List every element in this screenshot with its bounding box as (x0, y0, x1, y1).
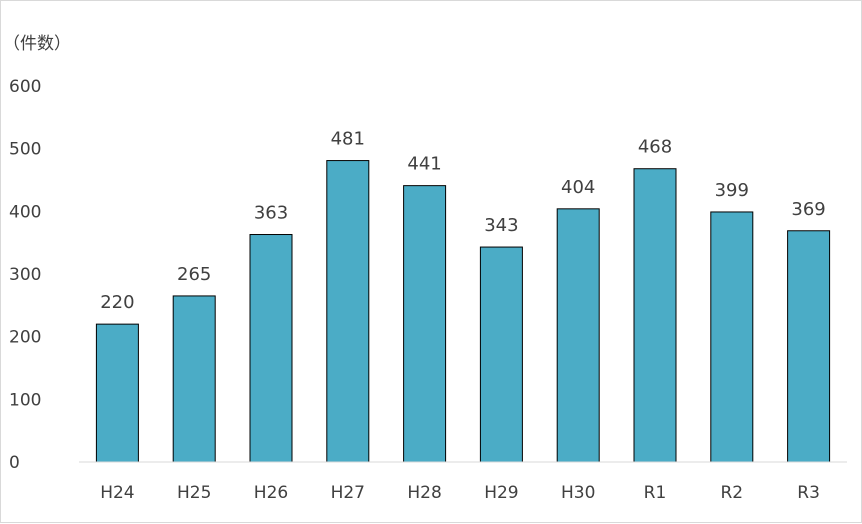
y-tick-label: 0 (9, 453, 20, 473)
y-axis-unit-label: （件数） (3, 34, 71, 54)
bar (326, 160, 370, 463)
bar (787, 230, 831, 463)
x-tick-label: H24 (100, 483, 134, 503)
x-tick-label: R1 (644, 483, 667, 503)
x-axis: H24 H25 H26 H27 H28 H29 H30 R1 R2 R3 (100, 483, 820, 503)
data-label: 363 (254, 203, 288, 224)
x-tick-label: H25 (177, 483, 211, 503)
x-tick-label: H28 (407, 483, 441, 503)
x-tick-label: H30 (561, 483, 595, 503)
bar (710, 211, 754, 463)
bars-group (95, 160, 831, 463)
y-tick-label: 400 (9, 202, 41, 222)
y-tick-label: 200 (9, 328, 41, 348)
data-label: 220 (100, 292, 134, 313)
data-label: 468 (638, 137, 672, 158)
data-label: 343 (484, 215, 518, 236)
y-tick-label: 500 (9, 140, 41, 160)
data-label: 481 (331, 129, 365, 150)
bar (633, 168, 677, 463)
y-tick-label: 300 (9, 265, 41, 285)
data-label: 441 (407, 154, 441, 175)
bar (479, 246, 523, 463)
data-label: 404 (561, 177, 595, 198)
bar (249, 234, 293, 463)
y-axis: 0 100 200 300 400 500 600 (9, 77, 41, 473)
y-tick-label: 100 (9, 390, 41, 410)
x-tick-label: H26 (254, 483, 288, 503)
data-label: 369 (791, 199, 825, 220)
data-label: 265 (177, 264, 211, 285)
bar (95, 323, 139, 463)
data-label: 399 (715, 180, 749, 201)
x-tick-label: R3 (797, 483, 820, 503)
x-tick-label: H27 (331, 483, 365, 503)
data-labels-group: 220 265 363 481 441 343 404 468 399 369 (100, 129, 826, 314)
bar (172, 295, 216, 463)
x-tick-label: H29 (484, 483, 518, 503)
x-tick-label: R2 (720, 483, 743, 503)
bar (556, 208, 600, 463)
y-tick-label: 600 (9, 77, 41, 97)
bar (403, 185, 447, 463)
